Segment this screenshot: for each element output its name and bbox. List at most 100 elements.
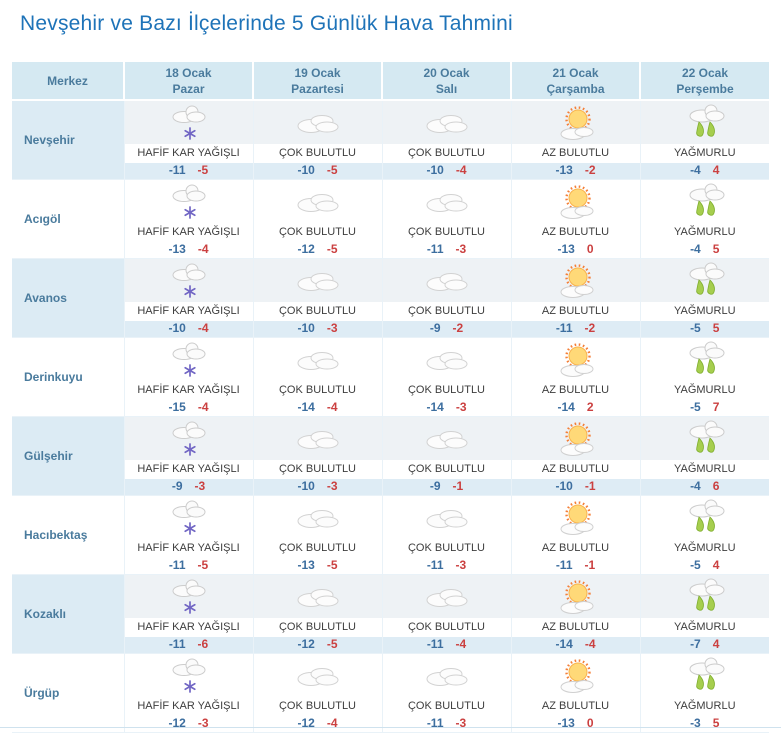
forecast-cell: YAĞMURLU -4 5	[640, 179, 770, 259]
max-temp: 0	[586, 716, 594, 730]
merkez-header-label: Merkez	[47, 73, 88, 88]
condition-label: ÇOK BULUTLU	[253, 381, 382, 400]
min-temp: -5	[690, 321, 701, 335]
temperature-band: -4 6	[640, 479, 769, 495]
light-snow-icon	[125, 496, 253, 539]
condition-label: ÇOK BULUTLU	[382, 223, 511, 242]
max-temp: 5	[712, 242, 720, 256]
cloudy-icon	[254, 496, 382, 539]
condition-label: ÇOK BULUTLU	[382, 302, 511, 321]
max-temp: -4	[197, 400, 209, 414]
condition-label: YAĞMURLU	[640, 618, 769, 637]
condition-label: AZ BULUTLU	[511, 302, 640, 321]
max-temp: -4	[326, 400, 338, 414]
min-temp: -9	[429, 321, 441, 335]
forecast-cell: ÇOK BULUTLU -11 -4	[382, 574, 512, 654]
rainy-icon	[640, 575, 769, 618]
max-temp: -5	[326, 558, 338, 572]
temperature-band: -12 -5	[254, 242, 382, 258]
cloudy-icon	[383, 180, 511, 223]
temperature-band: -11 -5	[125, 558, 253, 574]
table-row: Kozaklı HAFİF KAR YAĞIŞLI -11 -6 ÇOK BULU…	[12, 574, 769, 654]
temperature-band: -5 4	[641, 558, 770, 574]
forecast-cell: HAFİF KAR YAĞIŞLI -11 -5	[124, 495, 254, 575]
table-row: Ürgüp HAFİF KAR YAĞIŞLI -12 -3 ÇOK BULUTL…	[12, 653, 770, 733]
cloudy-icon	[254, 654, 382, 697]
condition-label: YAĞMURLU	[640, 381, 769, 400]
cloudy-icon	[383, 496, 511, 539]
min-temp: -4	[690, 163, 701, 177]
min-temp: -11	[426, 716, 444, 730]
city-name: Derinkuyu	[24, 370, 83, 384]
forecast-cell: ÇOK BULUTLU -10 -3	[253, 258, 383, 338]
temperature-band: -10 -4	[382, 163, 511, 179]
max-temp: -3	[326, 321, 338, 335]
rainy-icon	[641, 180, 770, 223]
max-temp: 6	[712, 479, 720, 493]
temperature-band: -13 -2	[511, 163, 640, 179]
max-temp: -3	[455, 716, 467, 730]
forecast-cell: YAĞMURLU -5 4	[640, 495, 770, 575]
partly-cloudy-icon	[511, 101, 640, 144]
max-temp: 7	[712, 400, 720, 414]
temperature-band: -4 5	[641, 242, 770, 258]
light-snow-icon	[124, 417, 253, 460]
condition-label: ÇOK BULUTLU	[253, 223, 382, 242]
condition-label: YAĞMURLU	[640, 539, 769, 558]
forecast-cell: AZ BULUTLU -13 0	[511, 653, 641, 733]
min-temp: -11	[426, 558, 444, 572]
city-name-cell: Nevşehir	[12, 100, 125, 180]
condition-label: HAFİF KAR YAĞIŞLI	[124, 144, 253, 163]
forecast-cell: ÇOK BULUTLU -11 -3	[382, 495, 512, 575]
max-temp: -2	[584, 163, 596, 177]
condition-label: AZ BULUTLU	[511, 460, 640, 479]
min-temp: -14	[555, 637, 573, 651]
day-header-date: 22 Ocak	[681, 65, 729, 80]
condition-label: AZ BULUTLU	[511, 381, 640, 400]
temperature-band: -14 -4	[511, 637, 640, 653]
rainy-icon	[641, 654, 770, 697]
temperature-band: -10 -1	[511, 479, 640, 495]
light-snow-icon	[124, 259, 253, 302]
temperature-band: -11 -2	[511, 321, 640, 337]
day-header-weekday: Pazar	[172, 81, 205, 96]
temperature-band: -11 -3	[383, 716, 511, 732]
rainy-icon	[641, 338, 770, 381]
table-row: Derinkuyu HAFİF KAR YAĞIŞLI -15 -4 ÇOK BU…	[12, 337, 770, 417]
max-temp: -1	[452, 479, 464, 493]
max-temp: -2	[584, 321, 596, 335]
condition-label: AZ BULUTLU	[511, 539, 640, 558]
condition-label: YAĞMURLU	[640, 460, 769, 479]
city-name-cell: Avanos	[12, 258, 125, 338]
city-name: Ürgüp	[24, 686, 60, 700]
table-row: Gülşehir HAFİF KAR YAĞIŞLI -9 -3 ÇOK BULU…	[12, 416, 769, 496]
condition-label: HAFİF KAR YAĞIŞLI	[124, 381, 253, 400]
condition-label: AZ BULUTLU	[511, 144, 640, 163]
temperature-band: -11 -1	[512, 558, 640, 574]
forecast-cell: HAFİF KAR YAĞIŞLI -11 -6	[124, 574, 254, 654]
condition-label: ÇOK BULUTLU	[382, 539, 511, 558]
city-name: Acıgöl	[24, 212, 61, 226]
day-header-weekday: Çarşamba	[546, 81, 605, 96]
max-temp: -1	[584, 558, 596, 572]
max-temp: -5	[326, 163, 338, 177]
min-temp: -11	[426, 242, 444, 256]
forecast-cell: AZ BULUTLU -11 -1	[511, 495, 641, 575]
forecast-cell: HAFİF KAR YAĞIŞLI -13 -4	[124, 179, 254, 259]
forecast-cell: AZ BULUTLU -10 -1	[511, 416, 641, 496]
condition-label: HAFİF KAR YAĞIŞLI	[124, 302, 253, 321]
temperature-band: -10 -3	[253, 479, 382, 495]
day-header-weekday: Salı	[435, 81, 458, 96]
forecast-cell: YAĞMURLU -3 5	[640, 653, 770, 733]
cloudy-icon	[253, 575, 382, 618]
forecast-cell: HAFİF KAR YAĞIŞLI -10 -4	[124, 258, 254, 338]
min-temp: -13	[555, 163, 573, 177]
city-name-cell: Gülşehir	[12, 416, 125, 496]
max-temp: 4	[712, 558, 720, 572]
temperature-band: -14 2	[512, 400, 640, 416]
min-temp: -12	[297, 716, 315, 730]
forecast-cell: YAĞMURLU -7 4	[640, 574, 769, 654]
temperature-band: -11 -5	[124, 163, 253, 179]
min-temp: -10	[297, 479, 315, 493]
cloudy-icon	[253, 417, 382, 460]
